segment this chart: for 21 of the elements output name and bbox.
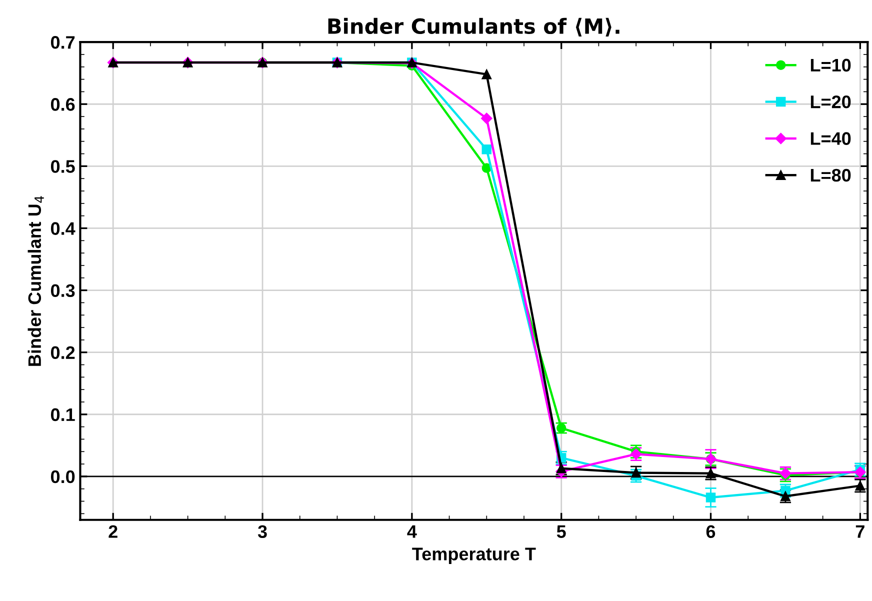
legend-label: L=20	[810, 95, 851, 108]
y-tick-label: 0.4	[50, 222, 76, 235]
y-tick-label: 0.5	[50, 160, 75, 173]
y-tick-label: 0.1	[50, 408, 75, 422]
chart-title: Binder Cumulants of ⟨M⟩.	[328, 18, 620, 36]
y-axis-title: Binder Cumulant U$_{4}$	[28, 196, 44, 366]
y-tick-label: 0.7	[50, 36, 75, 49]
x-tick-label: 7	[856, 525, 864, 538]
x-axis-title: Temperature T	[412, 548, 536, 564]
y-tick-label: 0.0	[50, 470, 75, 484]
x-tick-label: 3	[258, 525, 267, 538]
x-tick-label: 5	[556, 525, 566, 538]
y-tick-label: 0.6	[50, 98, 75, 111]
x-tick-label: 2	[108, 525, 118, 538]
legend-label: L=10	[810, 58, 851, 72]
x-tick-label: 6	[706, 525, 716, 538]
legend-label: L=40	[810, 132, 851, 145]
legend-label: L=80	[810, 168, 851, 182]
y-tick-label: 0.2	[50, 346, 75, 360]
x-tick-label: 4	[407, 525, 417, 538]
y-tick-label: 0.3	[50, 284, 75, 298]
